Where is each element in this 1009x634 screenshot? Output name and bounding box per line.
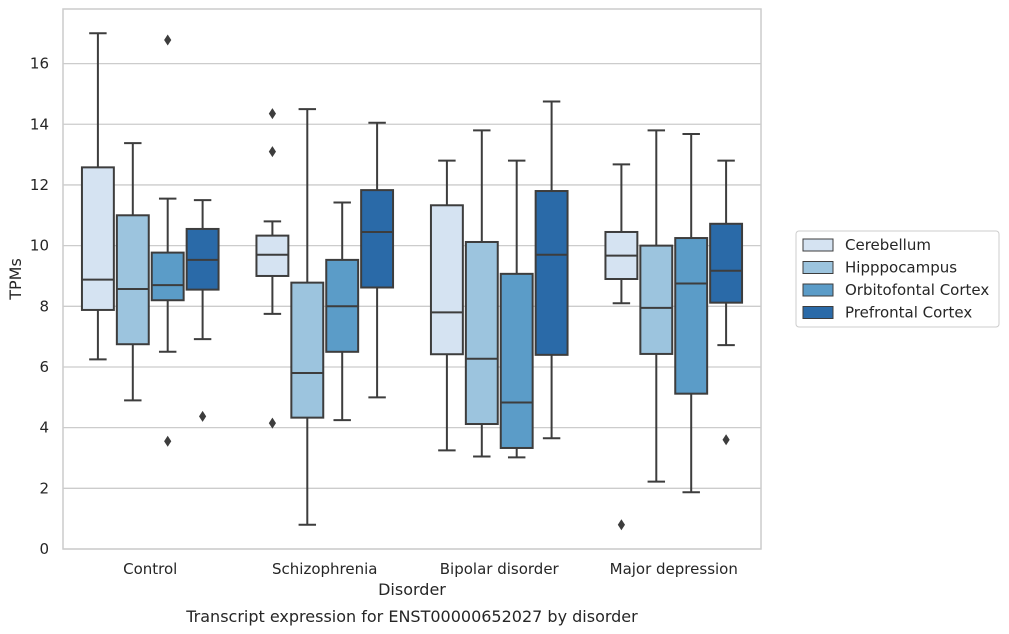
outlier-marker xyxy=(268,417,276,429)
box-hipppocampus xyxy=(464,129,499,458)
y-tick-label: 0 xyxy=(39,540,49,558)
x-tick-label: Major depression xyxy=(610,560,738,578)
x-axis-ticks: Control Schizophrenia Bipolar disorder Majo… xyxy=(123,560,738,578)
y-tick-label: 12 xyxy=(30,176,49,194)
outlier-marker xyxy=(268,146,276,158)
y-tick-label: 6 xyxy=(39,358,49,376)
box-iqr xyxy=(429,204,464,356)
box-prefrontal-cortex xyxy=(360,121,395,399)
chart-caption: Transcript expression for ENST0000065202… xyxy=(185,607,638,626)
box-cerebellum xyxy=(604,163,639,531)
y-axis-label: TPMs xyxy=(6,258,25,301)
plot-frame xyxy=(62,8,762,550)
box-iqr xyxy=(709,222,744,304)
x-axis-label: Disorder xyxy=(378,580,446,599)
box-orbitofontal-cortex xyxy=(325,201,360,422)
x-tick-label: Bipolar disorder xyxy=(440,560,560,578)
box-iqr xyxy=(290,281,325,419)
legend: Cerebellum Hipppocampus Orbitofontal Corte… xyxy=(795,230,1000,328)
box-cerebellum xyxy=(80,32,115,361)
outlier-marker xyxy=(617,519,625,531)
box-prefrontal-cortex xyxy=(709,159,744,446)
outlier-marker xyxy=(722,434,730,446)
box-plot-series xyxy=(80,32,744,531)
y-tick-label: 10 xyxy=(30,237,49,255)
box-hipppocampus xyxy=(115,142,150,402)
box-iqr xyxy=(360,189,395,289)
box-iqr xyxy=(255,234,290,277)
box-iqr xyxy=(464,240,499,426)
box-iqr xyxy=(674,237,709,395)
outlier-marker xyxy=(199,410,207,422)
legend-swatch xyxy=(802,238,834,252)
box-orbitofontal-cortex xyxy=(499,159,534,459)
outlier-marker xyxy=(268,108,276,120)
y-tick-label: 4 xyxy=(39,419,49,437)
legend-label: Hipppocampus xyxy=(845,259,957,277)
box-orbitofontal-cortex xyxy=(674,132,709,494)
box-orbitofontal-cortex xyxy=(150,34,185,447)
y-tick-label: 14 xyxy=(30,115,49,133)
gridlines xyxy=(63,62,761,550)
box-iqr xyxy=(534,190,569,356)
box-iqr xyxy=(115,214,150,346)
legend-frame xyxy=(795,230,1000,328)
y-tick-label: 16 xyxy=(30,55,49,73)
legend-label: Prefrontal Cortex xyxy=(845,304,972,322)
x-tick-label: Control xyxy=(123,560,177,578)
outlier-marker xyxy=(164,435,172,447)
box-cerebellum xyxy=(255,108,290,429)
box-prefrontal-cortex xyxy=(185,199,220,422)
box-iqr xyxy=(80,166,115,311)
box-hipppocampus xyxy=(290,108,325,526)
y-axis-ticks: 0 2 4 6 8 10 12 14 16 xyxy=(30,55,49,558)
legend-label: Orbitofontal Cortex xyxy=(845,281,989,299)
legend-swatch xyxy=(802,306,834,319)
legend-swatch xyxy=(802,283,834,297)
x-tick-label: Schizophrenia xyxy=(272,560,377,578)
outlier-marker xyxy=(164,34,172,46)
y-tick-label: 8 xyxy=(39,297,49,315)
legend-label: Cerebellum xyxy=(845,236,931,254)
box-iqr xyxy=(639,244,674,355)
box-iqr xyxy=(499,272,534,449)
box-prefrontal-cortex xyxy=(534,100,569,440)
box-iqr xyxy=(150,251,185,302)
y-tick-label: 2 xyxy=(39,479,49,497)
legend-swatch xyxy=(802,261,834,274)
box-cerebellum xyxy=(429,159,464,452)
box-hipppocampus xyxy=(639,129,674,483)
